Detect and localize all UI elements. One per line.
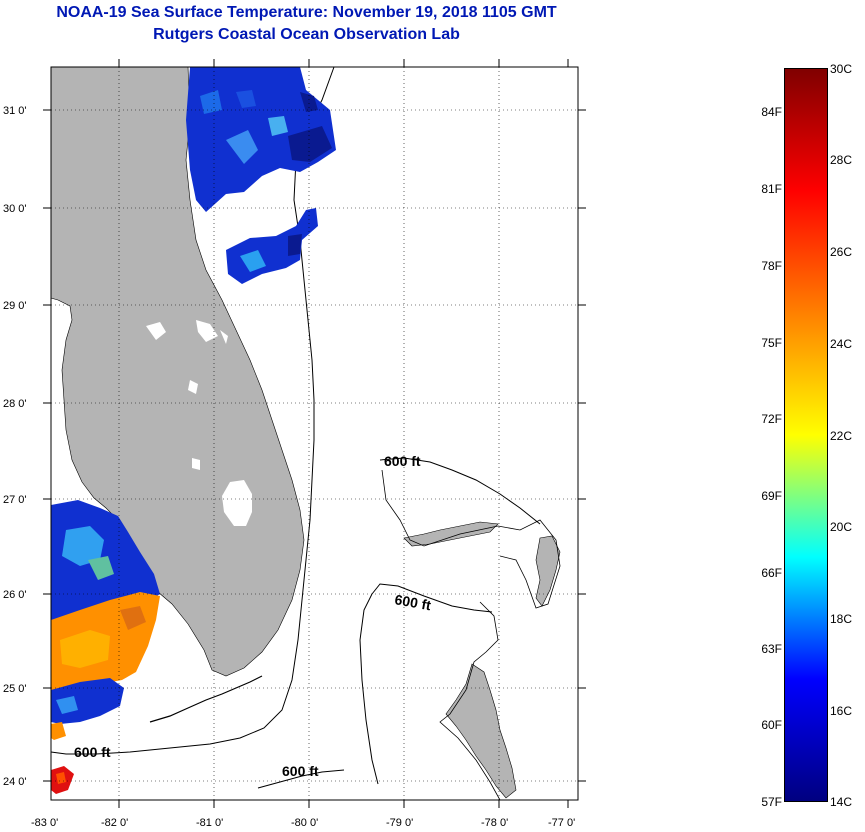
lat-label: 25 0' bbox=[3, 683, 27, 695]
map-title: NOAA-19 Sea Surface Temperature: Novembe… bbox=[56, 4, 557, 21]
lat-label: 29 0' bbox=[3, 300, 27, 312]
lat-label: 24 0' bbox=[3, 776, 27, 788]
contour-label-bahamas-north: 600 ft bbox=[384, 453, 421, 469]
lon-label: -81 0' bbox=[196, 817, 223, 829]
colorbar-c-label: 24C bbox=[830, 337, 853, 351]
contour-label-bahamas-central: 600 ft bbox=[393, 591, 432, 613]
lon-label: -77 0' bbox=[548, 817, 575, 829]
colorbar-f-label: 69F bbox=[761, 489, 782, 503]
lat-label: 31 0' bbox=[3, 105, 27, 117]
colorbar-c-label: 14C bbox=[830, 795, 853, 809]
lon-label: -79 0' bbox=[386, 817, 413, 829]
map-frame bbox=[50, 66, 579, 801]
temperature-colorbar bbox=[784, 68, 828, 802]
lon-label: -78 0' bbox=[481, 817, 508, 829]
lat-label: 27 0' bbox=[3, 494, 27, 506]
colorbar-f-label: 66F bbox=[761, 566, 782, 580]
contour-label-keys: 600 ft bbox=[74, 744, 111, 760]
sst-patch-central bbox=[226, 208, 318, 284]
great-bahama-bank-edge bbox=[439, 601, 501, 801]
inland-lakes bbox=[146, 320, 228, 470]
lake-okeechobee bbox=[222, 480, 252, 526]
lat-label: 28 0' bbox=[3, 398, 27, 410]
sst-patch-southwest bbox=[51, 500, 160, 794]
colorbar-c-label: 28C bbox=[830, 153, 853, 167]
colorbar-c-label: 16C bbox=[830, 704, 853, 718]
florida-keys bbox=[149, 675, 263, 723]
sst-patch-northeast bbox=[186, 67, 336, 212]
lon-label: -80 0' bbox=[291, 817, 318, 829]
andros-island bbox=[445, 663, 517, 799]
colorbar-f-label: 60F bbox=[761, 718, 782, 732]
colorbar-f-label: 81F bbox=[761, 182, 782, 196]
colorbar-c-label: 26C bbox=[830, 245, 853, 259]
lat-label: 26 0' bbox=[3, 589, 27, 601]
map-subtitle: Rutgers Coastal Ocean Observation Lab bbox=[153, 26, 460, 43]
colorbar-c-label: 22C bbox=[830, 429, 853, 443]
grand-bahama bbox=[403, 521, 499, 547]
lon-label: -82 0' bbox=[101, 817, 128, 829]
tick-marks bbox=[43, 59, 586, 808]
colorbar-f-label: 72F bbox=[761, 412, 782, 426]
colorbar-c-label: 30C bbox=[830, 62, 853, 76]
colorbar-f-label: 78F bbox=[761, 259, 782, 273]
bathymetry-contours bbox=[50, 66, 541, 789]
colorbar-c-label: 20C bbox=[830, 520, 853, 534]
lat-label: 30 0' bbox=[3, 203, 27, 215]
colorbar-f-label: 84F bbox=[761, 105, 782, 119]
abaco-island bbox=[535, 535, 561, 607]
colorbar-c-label: 18C bbox=[830, 612, 853, 626]
contour-label-south: 600 ft bbox=[282, 763, 319, 779]
colorbar-f-label: 57F bbox=[761, 795, 782, 809]
colorbar-f-label: 63F bbox=[761, 642, 782, 656]
lon-label: -83 0' bbox=[31, 817, 58, 829]
colorbar-f-label: 75F bbox=[761, 336, 782, 350]
